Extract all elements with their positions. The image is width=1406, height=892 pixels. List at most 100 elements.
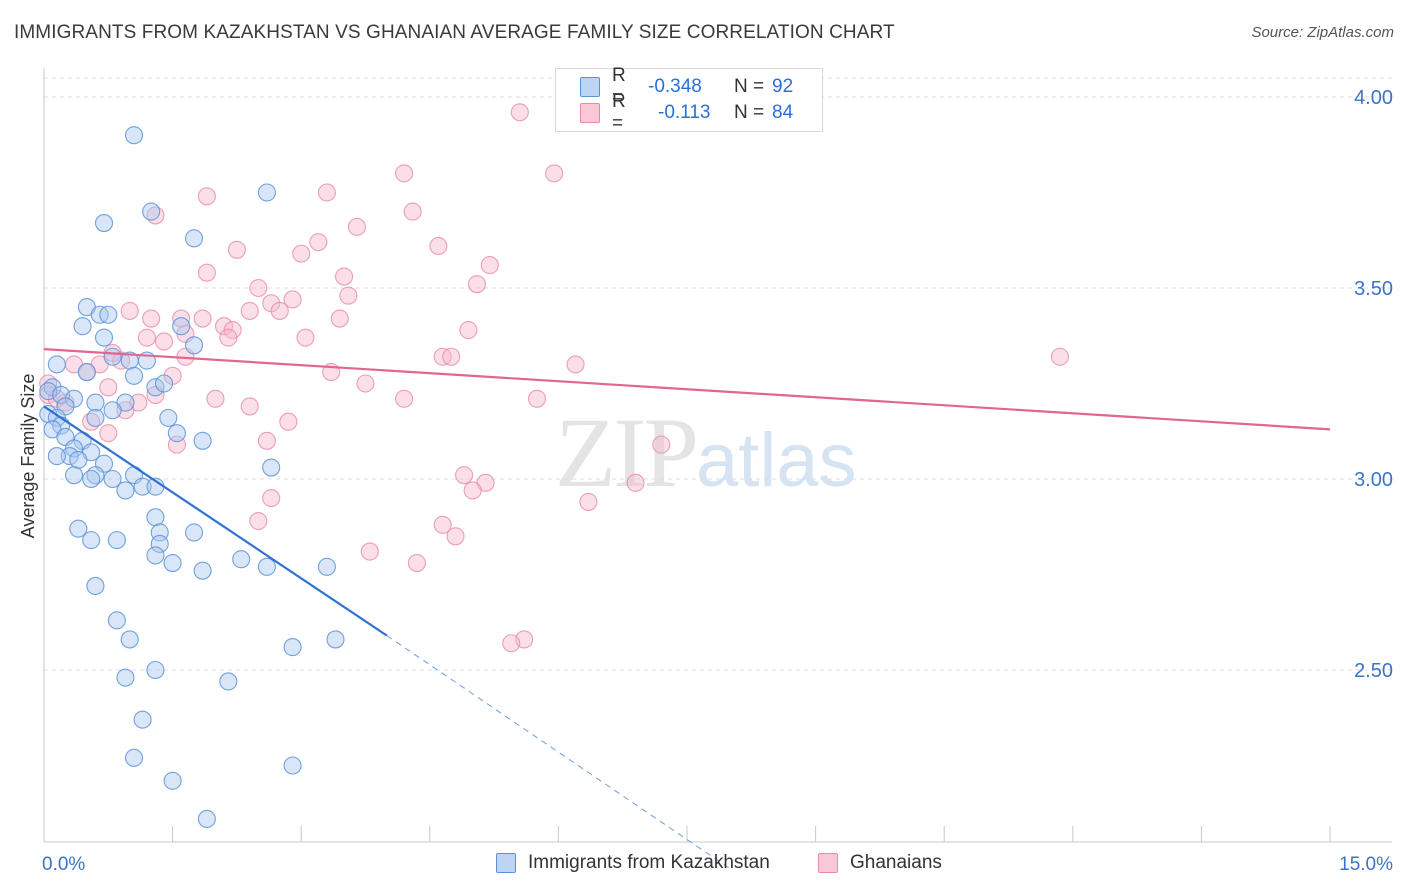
watermark-zip: ZIP <box>555 397 699 508</box>
legend-swatch-pink <box>580 103 600 123</box>
watermark-atlas: atlas <box>696 418 857 503</box>
kazakhstan-point <box>159 408 178 427</box>
kazakhstan-point <box>124 366 144 385</box>
ghanaians-point <box>347 217 366 236</box>
ghanaians-point <box>395 389 414 408</box>
legend-r-label: R = <box>612 65 626 108</box>
ghanaians-point <box>480 256 499 275</box>
ghanaians-point <box>545 164 564 183</box>
kazakhstan-point <box>283 638 302 657</box>
axes <box>43 68 1392 843</box>
legend-row-ghanaians: R = -0.113 N = 84 <box>580 91 794 134</box>
ghanaians-point <box>442 347 461 366</box>
legend-r-value: -0.113 <box>658 102 711 123</box>
ghanaians-point <box>206 389 225 408</box>
ghanaians-point <box>116 401 135 420</box>
ghanaians-point <box>309 233 328 252</box>
ghanaians-point <box>1050 347 1069 366</box>
kazakhstan-point <box>197 809 216 829</box>
ghanaians-point <box>193 309 212 328</box>
kazakhstan-point <box>107 611 126 630</box>
ghanaians-point <box>142 309 161 328</box>
kazakhstan-point <box>219 672 238 691</box>
ghanaians-point <box>197 263 216 282</box>
kazakhstan-point <box>193 561 212 580</box>
ghanaians-point <box>339 286 358 305</box>
kazakhstan-point <box>154 374 174 393</box>
kazakhstan-point <box>163 553 182 573</box>
ghanaians-point <box>137 328 156 347</box>
legend-n-label: N = <box>734 76 765 97</box>
kazakhstan-point <box>167 424 186 443</box>
kazakhstan-point <box>232 550 251 569</box>
legend-r-value: -0.348 <box>648 76 702 97</box>
ghanaians-point <box>120 301 139 320</box>
kazakhstan-point <box>163 771 182 790</box>
kazakhstan-point <box>142 202 161 221</box>
ghanaians-point <box>99 378 118 397</box>
ghanaians-point <box>292 244 311 263</box>
y-axis-label: Average Family Size <box>18 374 38 539</box>
kazakhstan-point <box>193 431 212 450</box>
kazakhstan-point <box>94 214 114 233</box>
ghanaians-point <box>219 328 238 347</box>
y-tick-label: 3.00 <box>1354 469 1393 491</box>
kazakhstan-points <box>39 126 345 829</box>
kazakhstan-point <box>73 317 92 336</box>
kazakhstan-point <box>107 531 126 550</box>
ghanaians-point <box>99 424 118 443</box>
kazakhstan-trend-line <box>43 405 388 637</box>
x-tick-label: 0.0% <box>42 854 85 875</box>
ghanaians-point <box>330 309 349 328</box>
kazakhstan-point <box>116 668 135 687</box>
kazakhstan-point <box>257 183 276 202</box>
ghanaians-point <box>407 553 426 573</box>
kazakhstan-point <box>47 447 66 466</box>
ghanaians-point <box>527 389 547 408</box>
ghanaians-point <box>566 355 585 374</box>
x-tick-label: 15.0% <box>1339 854 1393 875</box>
ghanaians-trend-line <box>43 348 1331 431</box>
bottom-legend-label: Ghanaians <box>850 852 942 873</box>
y-tick-label: 3.50 <box>1354 278 1393 300</box>
kazakhstan-point <box>64 466 84 485</box>
ghanaians-point <box>459 320 478 340</box>
kazakhstan-point <box>82 531 101 550</box>
ghanaians-point <box>395 164 414 183</box>
ghanaians-point <box>463 481 482 500</box>
ghanaians-point <box>296 328 315 347</box>
kazakhstan-point <box>60 447 79 466</box>
kazakhstan-point <box>184 336 204 355</box>
bottom-legend-swatch-pink <box>818 853 838 873</box>
ghanaians-point <box>197 187 216 206</box>
legend-r-label: R = <box>612 91 626 134</box>
kazakhstan-point <box>133 477 152 496</box>
chart-title: IMMIGRANTS FROM KAZAKHSTAN VS GHANAIAN A… <box>14 22 895 43</box>
ghanaians-point <box>227 240 246 259</box>
ghanaians-point <box>154 332 174 351</box>
legend-n-value: 92 <box>772 76 794 97</box>
kazakhstan-point <box>116 481 135 500</box>
kazakhstan-point <box>103 347 122 366</box>
kazakhstan-point <box>184 229 204 248</box>
ghanaians-point <box>257 431 276 450</box>
kazakhstan-point <box>86 408 105 427</box>
ghanaians-point <box>249 278 268 298</box>
kazakhstan-point <box>150 534 169 553</box>
kazakhstan-point <box>146 378 165 397</box>
kazakhstan-point <box>69 450 88 469</box>
kazakhstan-point <box>257 557 276 576</box>
ghanaians-point <box>283 290 302 309</box>
bottom-legend-swatch-blue <box>496 853 516 873</box>
correlation-legend: R = -0.348 N = 92 R = -0.113 N = 84 <box>555 65 823 134</box>
kazakhstan-point <box>94 328 114 347</box>
ghanaians-point <box>403 202 422 221</box>
ghanaians-point <box>335 267 354 286</box>
kazakhstan-trend-extension <box>386 635 731 870</box>
ghanaians-point <box>360 542 379 561</box>
kazakhstan-point <box>120 630 139 649</box>
legend-n-value: 84 <box>772 102 794 123</box>
source-credit: Source: ZipAtlas.com <box>1251 24 1394 41</box>
ghanaians-point <box>652 435 671 454</box>
